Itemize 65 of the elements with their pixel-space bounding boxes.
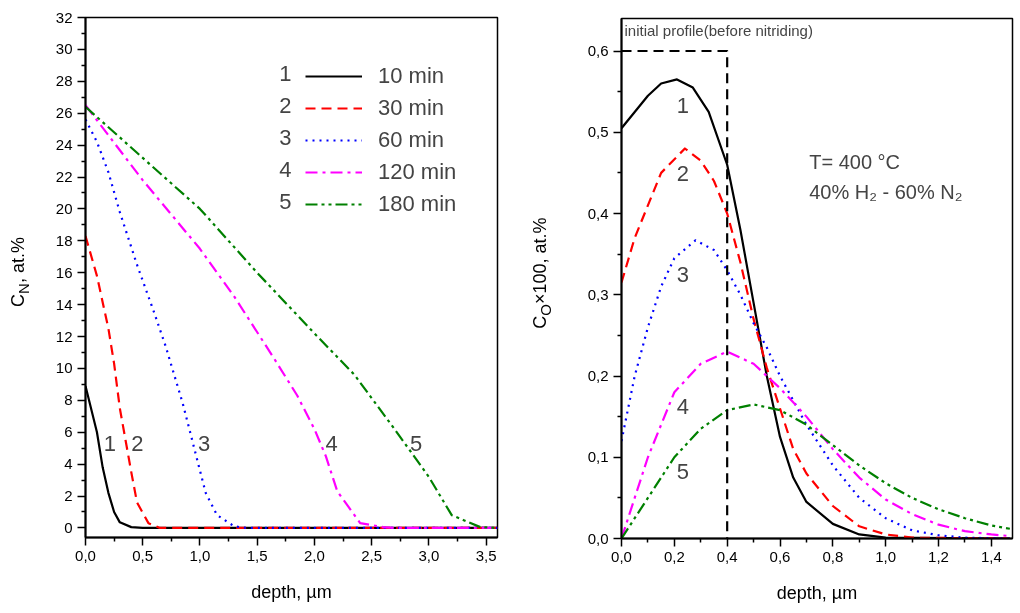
y-tick-label: 8	[64, 391, 73, 409]
text: 1	[103, 431, 117, 457]
series-label: 5	[676, 458, 690, 484]
y-tick-label: 28	[55, 72, 73, 90]
legend-label: 30 min	[378, 95, 445, 121]
annotation: 5	[279, 189, 292, 214]
y-tick-label: 30	[55, 40, 73, 58]
y-tick-label: 2	[64, 487, 73, 505]
annotation: initial profile(before nitriding)	[624, 21, 813, 39]
x-tick-label: 0,5	[132, 546, 154, 564]
x-tick-label: 1,5	[246, 546, 268, 564]
y-tick-label: 22	[55, 168, 73, 186]
y-tick-label: 16	[55, 263, 73, 281]
y-tick-label: 0,5	[587, 123, 609, 141]
x-tick-label: 0,6	[769, 547, 791, 565]
y-tick-label: 32	[55, 8, 73, 26]
annotation: 4	[279, 157, 292, 182]
x-tick-label: 0,2	[663, 547, 685, 565]
x-tick-label: 3,0	[418, 546, 440, 564]
y-tick-label: 6	[64, 423, 73, 441]
y-tick-label: 4	[64, 455, 73, 473]
x-axis-title: depth, µm	[776, 582, 858, 603]
y-tick-label: 0,3	[587, 285, 609, 303]
series-label: 2	[676, 161, 690, 187]
y-tick-label: 0,1	[587, 448, 609, 466]
y-tick-label: 0	[64, 518, 73, 536]
x-tick-label: 2,0	[303, 546, 325, 564]
annotation: 3	[279, 125, 292, 150]
x-tick-label: 0,4	[716, 547, 738, 565]
legend-label: 180 min	[378, 191, 457, 217]
y-tick-label: 0,2	[587, 367, 609, 384]
y-tick-label: 18	[55, 231, 73, 249]
legend-label: 60 min	[378, 127, 445, 153]
y-tick-label: 0,0	[587, 529, 609, 547]
x-tick-label: 0,0	[75, 546, 96, 564]
text: 2	[131, 431, 144, 457]
y-tick-label: 12	[55, 327, 73, 345]
x-tick-label: 1,4	[980, 547, 1002, 565]
y-tick-label: 24	[55, 136, 73, 154]
y-tick-label: 0,6	[587, 42, 609, 59]
x-tick-label: 0,0	[611, 547, 632, 565]
y-tick-label: 26	[55, 104, 73, 122]
x-tick-label: 1,0	[875, 547, 897, 565]
x-tick-label: 1,0	[189, 546, 211, 564]
annotation: 1	[279, 61, 292, 86]
series-label: 4	[676, 393, 690, 419]
x-axis-title: depth, µm	[251, 581, 332, 602]
text: 5	[410, 431, 423, 457]
y-tick-label: 20	[55, 199, 73, 217]
annotation: 40% H₂ - 60% N₂	[809, 180, 963, 203]
legend-label: 120 min	[378, 159, 457, 185]
series-label: 1	[676, 93, 690, 119]
annotation: T= 400 °C	[809, 150, 901, 173]
series-label: 3	[676, 261, 690, 287]
text: 4	[325, 431, 338, 457]
y-tick-label: 10	[55, 359, 73, 377]
x-tick-label: 1,2	[928, 547, 949, 565]
x-tick-label: 2,5	[361, 546, 383, 564]
annotation: 2	[279, 93, 292, 118]
text: 3	[198, 431, 211, 457]
y-tick-label: 0,4	[587, 204, 609, 222]
y-tick-label: 14	[55, 295, 73, 313]
x-tick-label: 3,5	[475, 546, 497, 564]
x-tick-label: 0,8	[822, 547, 844, 565]
legend-label: 10 min	[378, 63, 445, 89]
